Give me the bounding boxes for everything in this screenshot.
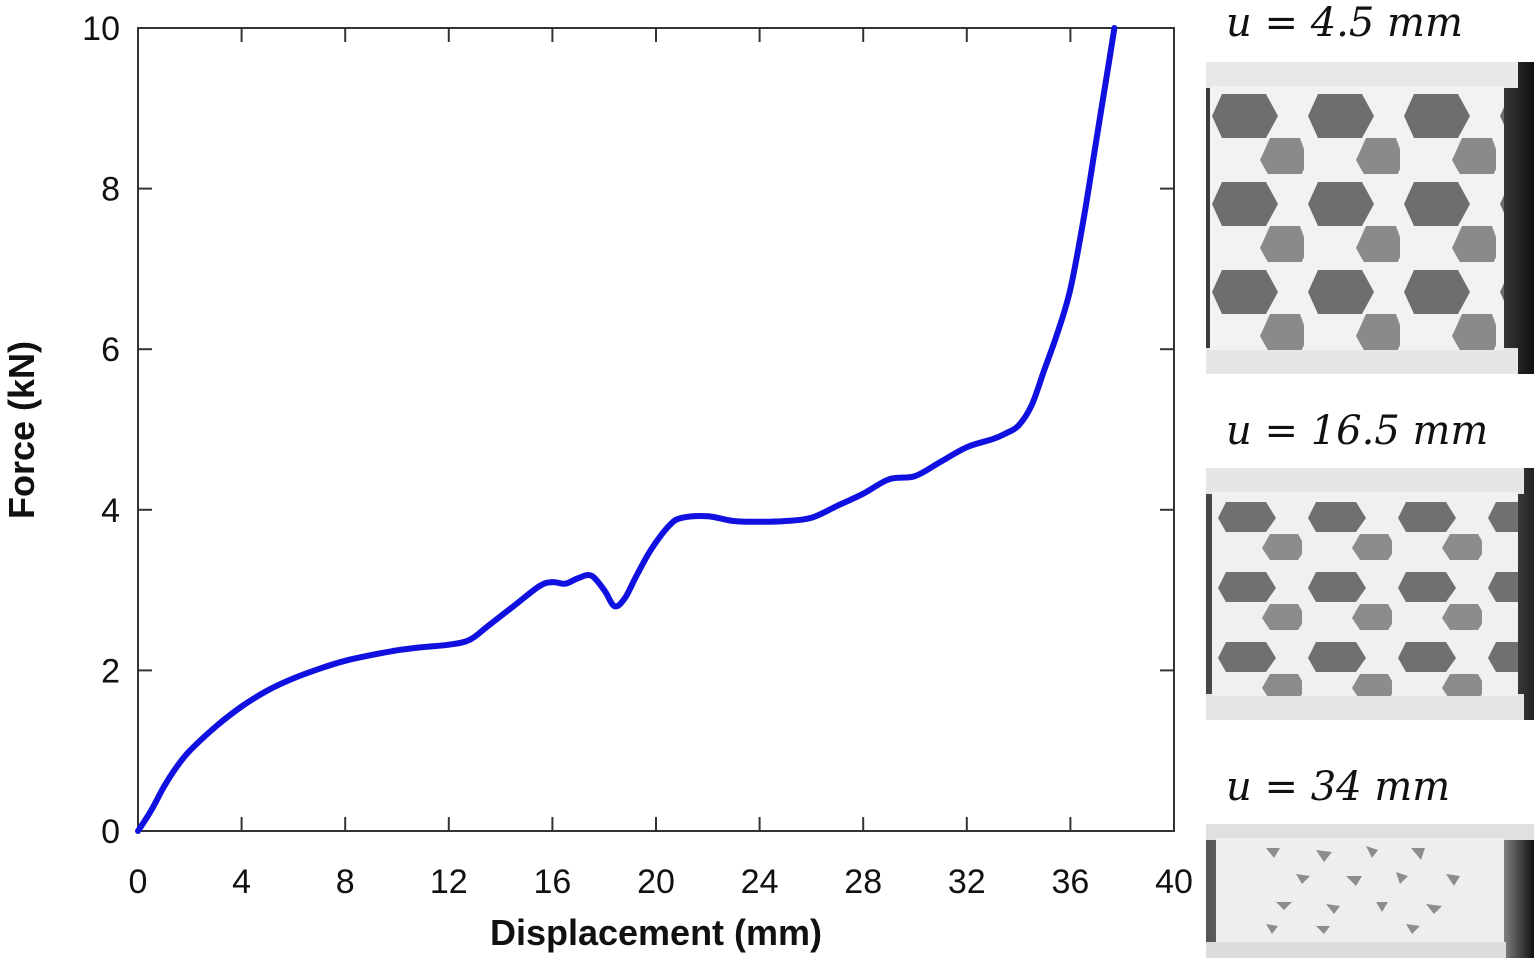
panel-label-3: u = 34 mm: [1226, 764, 1451, 810]
specimen-photo-1: [1206, 62, 1534, 374]
x-tick-label: 16: [533, 863, 571, 901]
x-tick-label: 28: [844, 863, 882, 901]
x-tick-label: 32: [948, 863, 986, 901]
x-axis-title: Displacement (mm): [490, 912, 822, 953]
y-axis-ticks: 0 2 4 6 8 10: [82, 10, 1174, 851]
panel-label-1: u = 4.5 mm: [1226, 0, 1463, 46]
x-tick-label: 12: [430, 863, 468, 901]
y-tick-label: 10: [82, 10, 120, 48]
x-tick-label: 8: [336, 863, 355, 901]
x-tick-label: 0: [129, 863, 148, 901]
x-axis-ticks: 0 4 8 12 16 20 24 28 32 36 40: [129, 28, 1193, 901]
y-tick-label: 6: [101, 331, 120, 369]
specimen-photo-2: [1206, 468, 1534, 720]
x-tick-label: 20: [637, 863, 675, 901]
x-tick-label: 24: [741, 863, 779, 901]
x-tick-label: 40: [1155, 863, 1193, 901]
x-tick-label: 4: [232, 863, 251, 901]
y-tick-label: 8: [101, 171, 120, 209]
y-tick-label: 4: [101, 492, 120, 530]
x-tick-label: 36: [1051, 863, 1089, 901]
force-curve: [135, 25, 1118, 834]
panel-label-2: u = 16.5 mm: [1226, 408, 1489, 454]
y-tick-label: 2: [101, 652, 120, 690]
y-axis-title: Force (kN): [1, 341, 42, 519]
specimen-photo-3: [1206, 824, 1534, 958]
y-tick-label: 0: [101, 813, 120, 851]
